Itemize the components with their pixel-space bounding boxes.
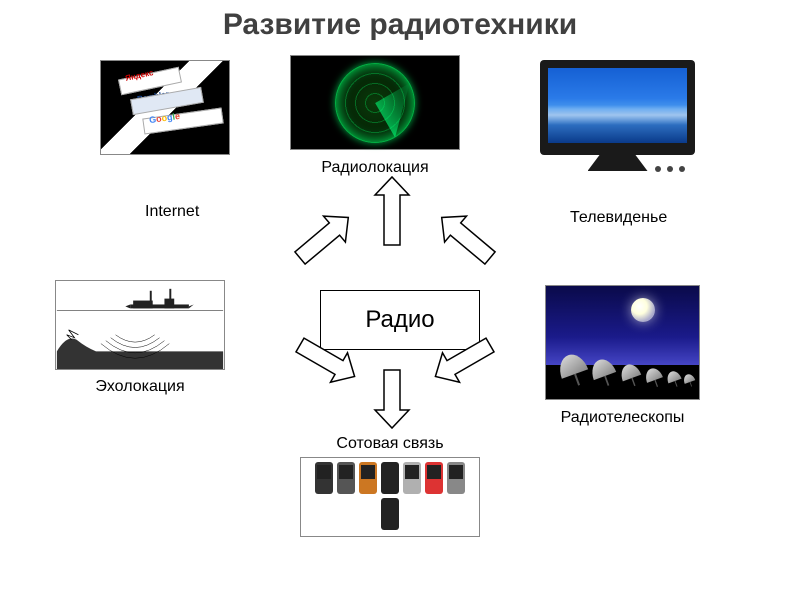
internet-label: Internet [145, 203, 199, 221]
node-cellular: Сотовая связь [300, 435, 480, 537]
radar-image [290, 55, 460, 150]
phone-icon [359, 462, 377, 494]
page-title: Развитие радиотехники [0, 8, 800, 42]
echo-label: Эхолокация [55, 378, 225, 396]
echo-image [55, 280, 225, 370]
phone-icon [381, 498, 399, 530]
dish-icon [682, 373, 695, 384]
node-radar: Радиолокация [290, 55, 460, 177]
node-echo: Эхолокация [55, 280, 225, 396]
tv-label: Телевиденье [570, 209, 667, 227]
phone-icon [403, 462, 421, 494]
node-internet-label-wrap: Internet [145, 199, 199, 221]
arrow-to-radar [375, 177, 409, 245]
arrow-to-cellular [375, 370, 409, 428]
dish-icon [643, 366, 663, 383]
node-telescopes: Радиотелескопы [545, 285, 700, 427]
echo-svg [56, 281, 224, 369]
node-internet: Яндекс Rambler Google [100, 60, 230, 160]
cellular-label: Сотовая связь [300, 435, 480, 453]
node-tv-label-wrap: Телевиденье [570, 205, 667, 227]
phone-icon [425, 462, 443, 494]
flag-rambler: Rambler [136, 89, 169, 103]
phone-icon [315, 462, 333, 494]
dish-icon [665, 369, 682, 383]
dish-icon [618, 361, 641, 381]
center-label: Радио [365, 306, 434, 334]
phone-icon [447, 462, 465, 494]
tv-image [540, 60, 695, 175]
phone-icon [381, 462, 399, 494]
phones-image [300, 457, 480, 537]
dish-icon [588, 356, 616, 380]
internet-image: Яндекс Rambler Google [100, 60, 230, 155]
dish-icon [555, 350, 588, 378]
node-tv [540, 60, 695, 180]
center-radio-box: Радио [320, 290, 480, 350]
arrow-to-tv [442, 216, 495, 264]
telescopes-label: Радиотелескопы [545, 409, 700, 427]
telescopes-image [545, 285, 700, 400]
radar-label: Радиолокация [290, 159, 460, 177]
phone-icon [337, 462, 355, 494]
arrow-to-internet [295, 216, 348, 264]
flag-yandex: Яндекс [124, 68, 154, 83]
